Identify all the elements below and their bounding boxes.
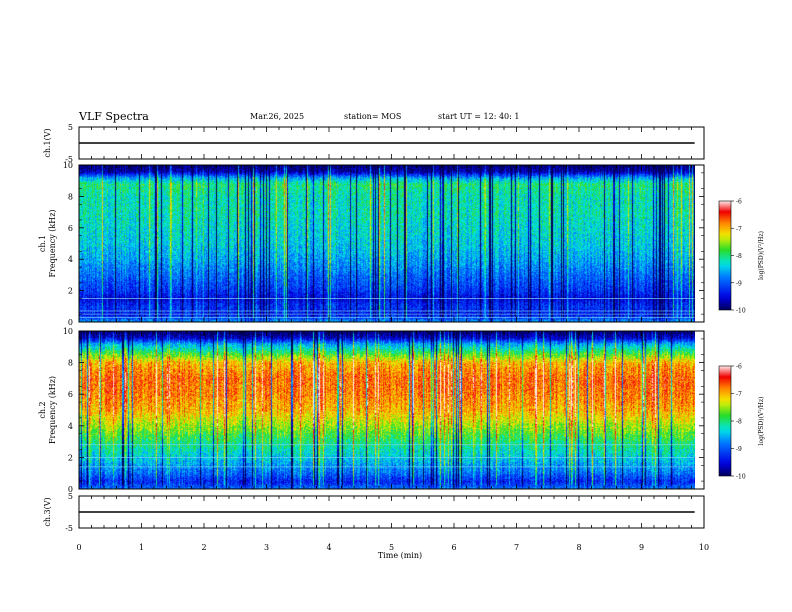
colorbar-label: log(PSD)(V²/Hz) [758, 397, 765, 446]
y-axis-label: ch.2 [38, 401, 47, 418]
y-tick-label: 8 [68, 192, 73, 201]
colorbar-tick-label: -6 [736, 199, 742, 206]
y-tick-label: 0 [68, 485, 73, 494]
x-tick-label: 6 [451, 543, 456, 552]
spectrogram-ch2 [79, 331, 695, 489]
y-tick-label: 10 [63, 327, 73, 336]
colorbar-tick-label: -9 [736, 280, 742, 287]
colorbar-ch2 [718, 365, 732, 477]
y-tick-label: -5 [65, 524, 73, 533]
colorbar-ch1 [718, 200, 732, 311]
y-tick-label: 4 [68, 255, 73, 264]
y-tick-label: 5 [68, 123, 73, 132]
x-axis-label: Time (min) [378, 551, 422, 560]
x-tick-label: 10 [699, 543, 709, 552]
x-tick-label: 7 [514, 543, 519, 552]
spectrogram-ch1 [79, 165, 695, 322]
x-tick-label: 0 [76, 543, 81, 552]
y-tick-label: 2 [68, 287, 73, 296]
y-axis-label: ch.1(V) [43, 128, 52, 157]
colorbar-tick-label: -10 [736, 308, 746, 315]
colorbar-tick-label: -7 [736, 391, 742, 398]
y-axis-label: ch.1 [38, 235, 47, 252]
figure-title: VLF Spectra [79, 110, 149, 123]
y-tick-label: 2 [68, 453, 73, 462]
x-tick-label: 2 [201, 543, 206, 552]
x-tick-label: 1 [139, 543, 144, 552]
y-tick-label: 5 [68, 492, 73, 501]
colorbar-tick-label: -10 [736, 474, 746, 481]
y-tick-label: 6 [68, 390, 73, 399]
colorbar-tick-label: -9 [736, 446, 742, 453]
colorbar-tick-label: -6 [736, 364, 742, 371]
x-tick-label: 3 [264, 543, 269, 552]
x-tick-label: 8 [576, 543, 581, 552]
colorbar-tick-label: -8 [736, 419, 742, 426]
y-tick-label: 8 [68, 359, 73, 368]
x-tick-label: 5 [389, 543, 394, 552]
date-label: Mar.26, 2025 [250, 112, 305, 121]
y-tick-label: -5 [65, 155, 73, 164]
station-label: station= MOS [344, 112, 402, 121]
x-tick-label: 4 [326, 543, 331, 552]
y-tick-label: 6 [68, 224, 73, 233]
y-axis-label: Frequency (kHz) [48, 209, 57, 277]
y-tick-label: 4 [68, 422, 73, 431]
y-axis-label: Frequency (kHz) [48, 376, 57, 444]
colorbar-tick-label: -7 [736, 226, 742, 233]
colorbar-label: log(PSD)(V²/Hz) [758, 231, 765, 280]
y-tick-label: 0 [68, 318, 73, 327]
x-tick-label: 9 [639, 543, 644, 552]
colorbar-tick-label: -8 [736, 253, 742, 260]
y-axis-label: ch.3(V) [43, 497, 52, 526]
start-time-label: start UT = 12: 40: 1 [438, 112, 520, 121]
y-tick-label: 10 [63, 161, 73, 170]
